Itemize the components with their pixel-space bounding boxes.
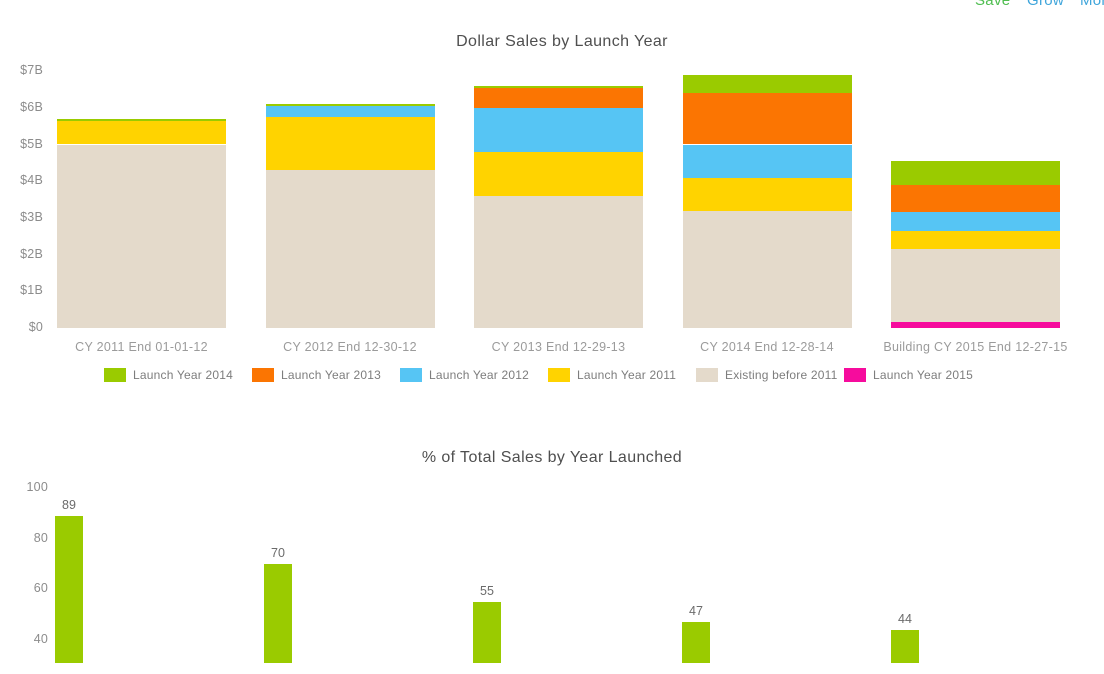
legend-swatch-icon: [104, 368, 126, 382]
legend-item-label: Launch Year 2015: [873, 368, 973, 382]
legend-item-label: Existing before 2011: [725, 368, 838, 382]
bar-value-label: 47: [689, 604, 703, 619]
bar-segment-launch-year-2011[interactable]: [57, 120, 226, 145]
y-tick-label: $1B: [20, 283, 43, 298]
y-tick-label: 60: [33, 581, 48, 596]
bar-value-label: 70: [271, 546, 285, 561]
bar-segment-existing-before-2011[interactable]: [891, 249, 1060, 323]
pct-bar[interactable]: [891, 629, 919, 663]
y-tick-label: 80: [33, 530, 48, 545]
legend-item-label: Launch Year 2013: [281, 368, 381, 382]
pct-bar[interactable]: [55, 515, 83, 663]
bar-segment-launch-year-2012[interactable]: [682, 144, 852, 178]
bar-segment-launch-year-2013[interactable]: [891, 184, 1060, 213]
grow-button-label: Grow: [1027, 0, 1065, 9]
bar-segment-existing-before-2011[interactable]: [474, 195, 643, 328]
legend-swatch-icon: [548, 368, 570, 382]
bar-segment-launch-year-2011[interactable]: [891, 230, 1060, 250]
bar-segment-launch-year-2012[interactable]: [474, 107, 643, 152]
bar-segment-launch-year-2015[interactable]: [891, 322, 1060, 328]
y-tick-label: $2B: [20, 246, 43, 261]
legend-item-label: Launch Year 2011: [577, 368, 677, 382]
bar-segment-launch-year-2012[interactable]: [265, 105, 435, 117]
bar-segment-launch-year-2011[interactable]: [682, 177, 852, 211]
bar-segment-existing-before-2011[interactable]: [682, 210, 852, 328]
chart1-title: Dollar Sales by Launch Year: [456, 33, 668, 50]
pct-bar[interactable]: [473, 602, 501, 663]
bar-segment-launch-year-2014[interactable]: [57, 119, 226, 121]
bar-segment-launch-year-2012[interactable]: [891, 212, 1060, 231]
pct-bar[interactable]: [682, 622, 710, 663]
bar-value-label: 55: [480, 584, 494, 599]
legend-swatch-icon: [400, 368, 422, 382]
more-button[interactable]: More: [1080, 0, 1104, 10]
pct-bar[interactable]: [264, 564, 292, 663]
y-tick-label: $6B: [20, 99, 43, 114]
y-tick-label: 100: [26, 480, 48, 494]
bar-segment-launch-year-2014[interactable]: [474, 85, 643, 88]
legend-item-launch-year-2012[interactable]: Launch Year 2012: [400, 368, 548, 382]
x-category-label: CY 2011 End 01-01-12: [75, 340, 208, 354]
bar-segment-launch-year-2013[interactable]: [474, 87, 643, 108]
bar-segment-launch-year-2014[interactable]: [682, 74, 852, 94]
bar-segment-launch-year-2014[interactable]: [265, 103, 435, 106]
bar-segment-existing-before-2011[interactable]: [265, 170, 435, 328]
legend-item-launch-year-2015[interactable]: Launch Year 2015: [844, 368, 992, 382]
y-tick-label: $5B: [20, 136, 43, 151]
legend-swatch-icon: [252, 368, 274, 382]
y-tick-label: $3B: [20, 209, 43, 224]
legend-item-label: Launch Year 2012: [429, 368, 529, 382]
bar-segment-existing-before-2011[interactable]: [57, 144, 226, 328]
x-category-label: CY 2012 End 12-30-12: [283, 340, 417, 354]
bar-segment-launch-year-2011[interactable]: [474, 151, 643, 196]
chart2-title: % of Total Sales by Year Launched: [421, 449, 683, 466]
legend-item-launch-year-2013[interactable]: Launch Year 2013: [252, 368, 400, 382]
save-button-label: Save: [975, 0, 1011, 9]
legend-swatch-icon: [844, 368, 866, 382]
y-tick-label: $7B: [20, 63, 43, 78]
y-tick-label: 40: [33, 632, 48, 647]
more-button-label: More: [1080, 0, 1104, 9]
grow-button[interactable]: Grow: [1027, 0, 1064, 10]
bar-value-label: 89: [62, 497, 76, 512]
legend-item-label: Launch Year 2014: [133, 368, 233, 382]
x-category-label: CY 2013 End 12-29-13: [491, 340, 626, 354]
bar-segment-launch-year-2013[interactable]: [682, 93, 852, 145]
bar-segment-launch-year-2011[interactable]: [265, 116, 435, 171]
x-category-label: Building CY 2015 End 12-27-15: [883, 340, 1068, 354]
x-category-label: CY 2014 End 12-28-14: [700, 340, 834, 354]
bar-value-label: 44: [898, 611, 912, 626]
legend-item-launch-year-2014[interactable]: Launch Year 2014: [104, 368, 252, 382]
legend-item-launch-year-2011[interactable]: Launch Year 2011: [548, 368, 696, 382]
legend-item-existing-before-2011[interactable]: Existing before 2011: [696, 368, 844, 382]
chart1-legend: Launch Year 2014 Launch Year 2013 Launch Y…: [104, 368, 992, 382]
save-button[interactable]: Save: [975, 0, 1010, 10]
y-tick-label: $0: [28, 320, 43, 334]
bar-segment-launch-year-2014[interactable]: [891, 161, 1060, 185]
legend-swatch-icon: [696, 368, 718, 382]
y-tick-label: $4B: [20, 173, 43, 188]
